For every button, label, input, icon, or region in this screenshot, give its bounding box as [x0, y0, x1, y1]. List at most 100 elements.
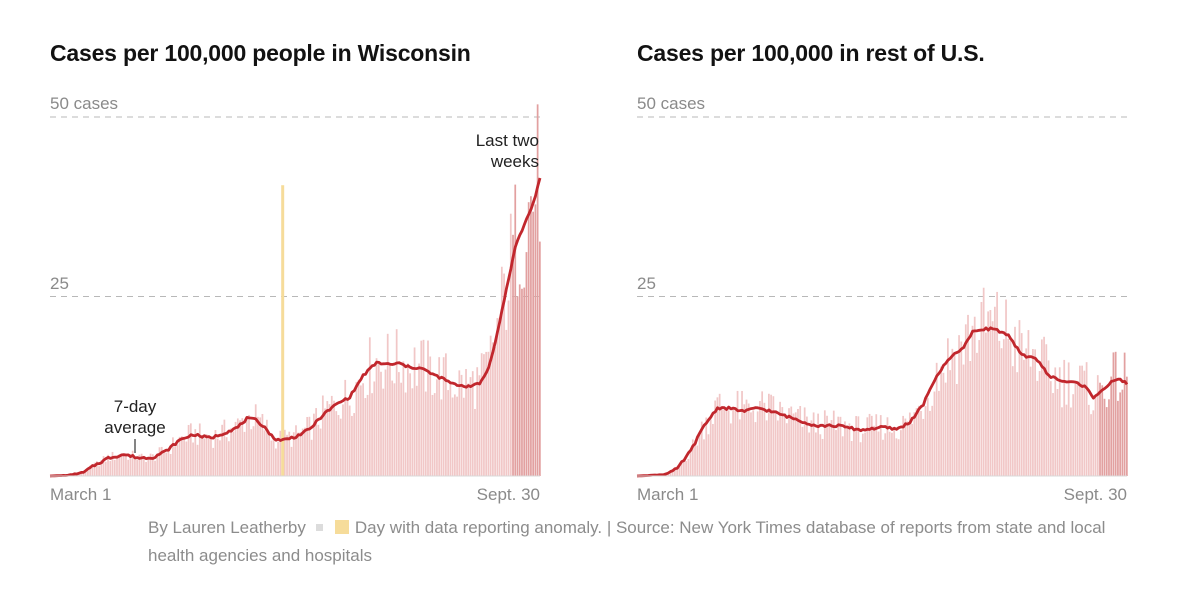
annotation-last-two-weeks-line2: weeks	[490, 152, 539, 171]
daily-bar	[1067, 362, 1070, 476]
daily-bar	[973, 316, 976, 476]
daily-bar	[422, 339, 425, 476]
daily-bar	[297, 432, 300, 476]
daily-bar	[362, 383, 364, 476]
daily-bar	[373, 381, 376, 476]
daily-bar	[210, 438, 212, 476]
daily-bar	[270, 440, 273, 476]
daily-bar	[125, 453, 127, 476]
daily-bar	[301, 428, 304, 476]
daily-bar	[151, 454, 154, 476]
daily-bar	[516, 296, 519, 476]
footer-credits: By Lauren Leatherby Day with data reporti…	[148, 514, 1138, 570]
daily-bar	[996, 291, 998, 476]
daily-bar	[736, 390, 739, 476]
daily-bar	[888, 431, 891, 476]
daily-bar	[776, 420, 779, 476]
daily-bar	[761, 391, 764, 476]
daily-bar	[763, 402, 766, 476]
daily-bar	[783, 413, 786, 476]
daily-bar	[1014, 326, 1016, 476]
daily-bar	[877, 431, 880, 476]
daily-bar	[178, 436, 181, 476]
daily-bar	[348, 405, 351, 476]
daily-bar	[288, 431, 291, 476]
daily-bar	[395, 329, 398, 476]
daily-bar	[1087, 404, 1090, 476]
daily-bar	[415, 385, 418, 476]
daily-bar	[756, 411, 759, 476]
chart-wisconsin: 50 cases 25 March 1 Sept. 30 7-day avera…	[49, 94, 542, 504]
daily-bar	[391, 380, 394, 476]
daily-bar	[839, 416, 842, 476]
daily-bar	[295, 425, 297, 476]
daily-bar	[864, 432, 866, 476]
daily-bar	[837, 416, 840, 476]
daily-bar	[924, 406, 927, 476]
daily-bar	[821, 438, 824, 476]
daily-bar	[277, 441, 279, 476]
daily-bar	[257, 416, 259, 476]
daily-bar	[676, 466, 679, 476]
daily-bar	[989, 310, 992, 476]
daily-bar	[938, 390, 940, 476]
daily-bar	[935, 362, 938, 476]
daily-bar	[770, 394, 772, 476]
daily-bar	[906, 421, 909, 476]
daily-bar	[427, 340, 429, 476]
daily-bar	[476, 367, 479, 476]
daily-bar	[274, 448, 277, 476]
daily-bar	[317, 424, 320, 476]
daily-bar	[803, 407, 806, 476]
daily-bar	[875, 414, 878, 476]
daily-bar	[669, 471, 672, 476]
daily-bar	[469, 377, 472, 476]
daily-bar	[147, 457, 150, 476]
daily-bar	[109, 460, 112, 476]
daily-bar	[902, 415, 904, 476]
daily-bar	[895, 438, 898, 476]
daily-bar	[82, 472, 85, 476]
daily-bar	[1002, 339, 1005, 476]
daily-bar	[172, 437, 174, 476]
daily-bar	[456, 396, 458, 476]
daily-bar	[998, 340, 1001, 476]
daily-bar	[243, 431, 246, 476]
daily-bar	[817, 413, 819, 476]
daily-bar	[868, 413, 871, 476]
daily-bar	[518, 284, 521, 476]
daily-bar	[120, 456, 123, 476]
daily-bar	[806, 416, 808, 476]
daily-bar	[442, 357, 445, 476]
daily-bar	[982, 287, 985, 476]
daily-bar	[1083, 370, 1086, 476]
daily-bar	[931, 405, 934, 476]
daily-bar	[768, 393, 770, 476]
daily-bar	[960, 341, 963, 476]
daily-bar	[375, 358, 378, 476]
daily-bar	[241, 418, 244, 476]
daily-bar	[342, 404, 344, 476]
daily-bar	[212, 447, 215, 476]
x-tick-label-end: Sept. 30	[477, 485, 540, 504]
daily-bar	[93, 462, 96, 476]
daily-bar	[1049, 381, 1052, 476]
daily-bar	[1094, 396, 1097, 476]
daily-bar	[268, 433, 271, 476]
daily-bar	[1081, 365, 1083, 476]
daily-bar	[1047, 360, 1050, 476]
daily-bar	[304, 427, 306, 476]
daily-bar	[259, 417, 262, 476]
daily-bar	[955, 383, 958, 476]
x-tick-label-start: March 1	[637, 485, 698, 504]
daily-bar	[330, 395, 333, 476]
seven-day-average-line	[49, 177, 542, 478]
daily-bar	[1027, 330, 1030, 476]
daily-bar	[1110, 376, 1113, 476]
daily-bar	[292, 432, 295, 476]
daily-bar	[884, 433, 887, 476]
daily-bar	[1125, 376, 1128, 476]
daily-bar	[371, 393, 373, 476]
daily-bar	[942, 372, 945, 476]
daily-bar	[406, 363, 409, 476]
